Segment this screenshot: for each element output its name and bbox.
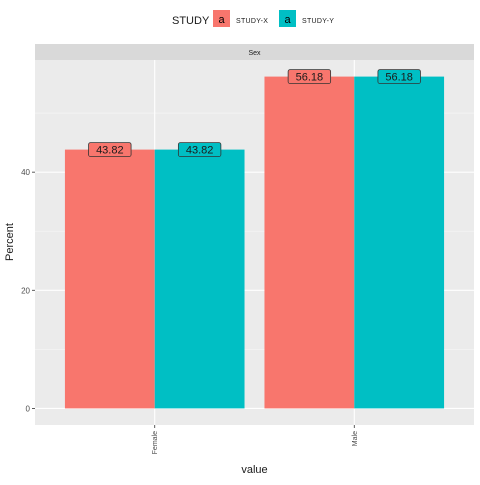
bar-study-y-male bbox=[354, 76, 445, 409]
data-label: 43.82 bbox=[186, 145, 214, 157]
legend-key-glyph: a bbox=[218, 14, 225, 26]
data-label: 43.82 bbox=[96, 145, 124, 157]
facet-strip bbox=[35, 44, 474, 60]
legend-key-glyph: a bbox=[284, 14, 291, 26]
bar-study-x-female bbox=[64, 149, 155, 409]
data-labels: 43.82 56.18 43.82 56.18 bbox=[88, 69, 421, 157]
data-label: 56.18 bbox=[385, 72, 413, 84]
bar-study-x-male bbox=[264, 76, 355, 409]
y-axis: 0 20 40 bbox=[21, 168, 35, 413]
x-tick-label: Female bbox=[152, 431, 159, 454]
legend: STUDY a STUDY-X a STUDY-Y bbox=[172, 10, 334, 27]
y-axis-title: Percent bbox=[4, 223, 16, 261]
legend-key-study-y bbox=[279, 10, 296, 27]
y-tick-label: 0 bbox=[26, 404, 31, 413]
data-label-box bbox=[287, 69, 332, 84]
bar-study-y-female bbox=[154, 149, 245, 409]
data-label-box bbox=[377, 69, 421, 84]
x-axis-title: value bbox=[241, 464, 267, 476]
legend-label-study-x: STUDY-X bbox=[236, 18, 268, 25]
y-tick-label: 20 bbox=[21, 286, 30, 295]
legend-title: STUDY bbox=[172, 15, 210, 27]
data-label-box bbox=[177, 142, 222, 157]
legend-label-study-y: STUDY-Y bbox=[302, 18, 334, 25]
data-label-box bbox=[88, 142, 132, 157]
x-tick-label: Male bbox=[352, 431, 359, 446]
bars bbox=[64, 76, 445, 409]
data-label: 56.18 bbox=[296, 72, 324, 84]
facet-label: Sex bbox=[248, 50, 261, 57]
x-axis: Female Male bbox=[152, 425, 359, 454]
legend-key-study-x bbox=[213, 10, 230, 27]
y-tick-label: 40 bbox=[21, 168, 30, 177]
